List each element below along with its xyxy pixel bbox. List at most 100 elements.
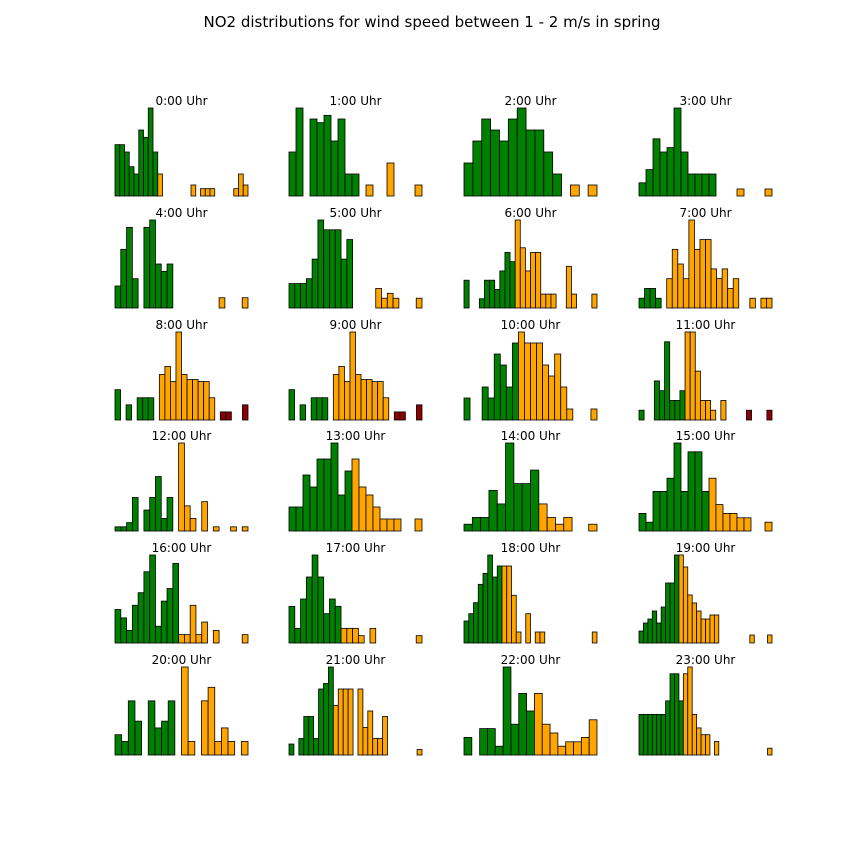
histogram-bar bbox=[545, 293, 552, 309]
histogram-bar bbox=[346, 239, 354, 309]
histogram-panel: 0:00 Uhr bbox=[114, 94, 249, 197]
histogram-bar bbox=[160, 518, 168, 532]
histogram-bar bbox=[487, 728, 496, 756]
histogram-bar bbox=[288, 151, 297, 197]
histogram-bar bbox=[416, 749, 423, 756]
histogram-bar bbox=[288, 743, 295, 756]
histogram-bar bbox=[355, 374, 362, 421]
histogram-bar bbox=[687, 173, 696, 197]
histogram-bar bbox=[760, 297, 767, 309]
histogram-bar bbox=[189, 518, 197, 532]
histogram-bar bbox=[382, 716, 388, 756]
histogram-bar bbox=[377, 738, 384, 756]
panel-title: 7:00 Uhr bbox=[679, 206, 731, 220]
panel-title: 16:00 Uhr bbox=[152, 541, 212, 555]
histogram-bar bbox=[302, 474, 311, 532]
histogram-bar bbox=[638, 513, 647, 532]
histogram-bar bbox=[694, 370, 701, 421]
histogram-bar bbox=[340, 258, 348, 309]
histogram-bar bbox=[736, 517, 745, 532]
panel-title: 2:00 Uhr bbox=[504, 94, 556, 108]
histogram-bar bbox=[372, 506, 381, 532]
histogram-bar bbox=[590, 408, 598, 421]
histogram-bar bbox=[477, 583, 484, 644]
histogram-bar bbox=[200, 188, 206, 197]
histogram-bar bbox=[143, 571, 151, 644]
histogram-bar bbox=[201, 621, 208, 644]
histogram-bar bbox=[682, 566, 689, 644]
histogram-bar bbox=[288, 605, 296, 644]
histogram-bar bbox=[414, 184, 423, 197]
histogram-bar bbox=[220, 727, 229, 756]
histogram-bar bbox=[478, 298, 485, 309]
histogram-bar bbox=[375, 288, 382, 309]
histogram-bar bbox=[546, 517, 556, 532]
histogram-bar bbox=[357, 635, 365, 644]
histogram-bar bbox=[207, 686, 216, 756]
histogram-bar bbox=[530, 469, 540, 532]
histogram-bar bbox=[653, 380, 660, 421]
histogram-bar bbox=[242, 184, 249, 197]
histogram-bar bbox=[241, 297, 249, 309]
histogram-bar bbox=[346, 627, 354, 644]
histogram-bar bbox=[316, 122, 325, 197]
histogram-bar bbox=[536, 342, 543, 421]
histogram-bar bbox=[644, 288, 651, 309]
panel-title: 4:00 Uhr bbox=[155, 206, 207, 220]
histogram-bar bbox=[674, 673, 680, 756]
histogram-bar bbox=[310, 397, 318, 421]
histogram-bar bbox=[317, 219, 325, 309]
panel-title: 0:00 Uhr bbox=[155, 94, 207, 108]
histogram-bar bbox=[645, 521, 654, 532]
panel-title: 18:00 Uhr bbox=[501, 541, 561, 555]
histogram-bar bbox=[372, 738, 379, 756]
histogram-bar bbox=[298, 738, 305, 756]
histogram-bar bbox=[705, 734, 711, 756]
panel-title: 5:00 Uhr bbox=[329, 206, 381, 220]
histogram-bar bbox=[493, 353, 501, 421]
histogram-bar bbox=[463, 523, 473, 532]
panel-title: 11:00 Uhr bbox=[676, 318, 736, 332]
histogram-bar bbox=[365, 494, 374, 532]
histogram-bar bbox=[323, 114, 332, 197]
histogram-bar bbox=[352, 627, 359, 644]
histogram-bar bbox=[149, 497, 156, 532]
histogram-bar bbox=[149, 554, 156, 644]
histogram-bar bbox=[161, 720, 169, 756]
histogram-bar bbox=[120, 617, 127, 644]
histogram-panel: 9:00 Uhr bbox=[288, 318, 423, 421]
histogram-bar bbox=[131, 497, 139, 532]
histogram-bar bbox=[669, 400, 676, 421]
panel-title: 15:00 Uhr bbox=[676, 429, 736, 443]
histogram-bar bbox=[337, 118, 346, 197]
histogram-bar bbox=[126, 226, 133, 309]
histogram-bar bbox=[666, 147, 675, 197]
panel-title: 8:00 Uhr bbox=[155, 318, 207, 332]
histogram-bar bbox=[114, 609, 122, 644]
histogram-bar bbox=[480, 517, 490, 532]
histogram-panel: 10:00 Uhr bbox=[463, 318, 598, 421]
histogram-bar bbox=[147, 107, 154, 197]
histogram-bar bbox=[351, 458, 360, 532]
histogram-bar bbox=[340, 627, 348, 644]
histogram-bar bbox=[570, 184, 580, 197]
histogram-panel: 13:00 Uhr bbox=[288, 429, 423, 532]
histogram-bar bbox=[736, 188, 745, 197]
histogram-bar bbox=[472, 140, 483, 197]
histogram-bar bbox=[766, 297, 773, 309]
histogram-bar bbox=[669, 673, 675, 756]
histogram-bar bbox=[366, 379, 373, 421]
histogram-bar bbox=[505, 386, 513, 421]
histogram-bar bbox=[164, 365, 171, 421]
histogram-bar bbox=[542, 364, 550, 421]
histogram-bar bbox=[468, 613, 474, 644]
histogram-bar bbox=[120, 248, 127, 309]
panel-title: 23:00 Uhr bbox=[676, 653, 736, 667]
histogram-bar bbox=[638, 297, 645, 309]
histogram-bar bbox=[124, 151, 130, 197]
histogram-bar bbox=[638, 409, 645, 421]
histogram-bar bbox=[186, 379, 193, 421]
histogram-bar bbox=[691, 602, 698, 644]
histogram-bar bbox=[727, 288, 734, 309]
histogram-bar bbox=[555, 523, 565, 532]
